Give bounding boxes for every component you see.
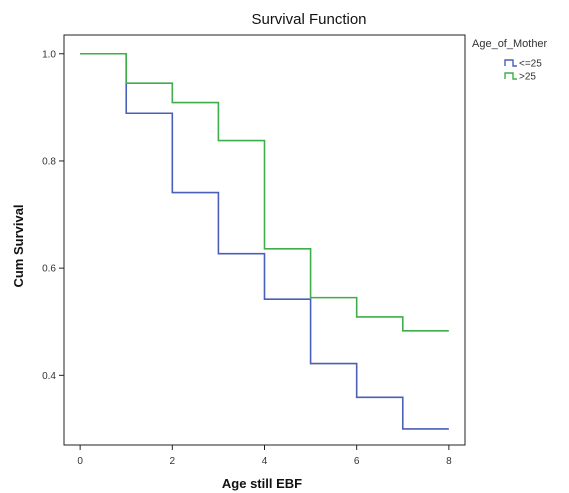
legend: Age_of_Mother <=25 >25 (472, 38, 548, 83)
series-layer (80, 52, 449, 430)
x-tick-label: 6 (354, 456, 360, 467)
x-axis-title: Age still EBF (222, 476, 302, 491)
x-axis-ticks: 0 2 4 6 8 (77, 445, 452, 467)
series-line-2 (80, 52, 449, 332)
y-tick-label: 0.4 (42, 371, 56, 382)
x-tick-label: 0 (77, 456, 83, 467)
y-tick-label: 0.8 (42, 156, 56, 167)
y-axis-title: Cum Survival (11, 204, 26, 287)
legend-label: <=25 (519, 59, 542, 70)
series-line-1 (80, 52, 449, 430)
legend-swatch (504, 72, 517, 80)
y-axis-ticks: 1.0 0.8 0.6 0.4 (42, 49, 64, 382)
y-tick-label: 1.0 (42, 49, 56, 60)
x-tick-label: 8 (446, 456, 452, 467)
x-tick-label: 2 (170, 456, 176, 467)
legend-swatch (504, 59, 517, 67)
chart-title: Survival Function (251, 11, 366, 28)
y-tick-label: 0.6 (42, 264, 56, 275)
legend-label: >25 (519, 72, 536, 83)
x-tick-label: 4 (262, 456, 268, 467)
legend-title: Age_of_Mother (472, 38, 548, 50)
